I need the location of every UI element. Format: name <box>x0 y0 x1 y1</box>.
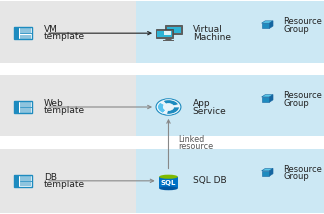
Bar <box>0 63 324 68</box>
Polygon shape <box>261 21 273 23</box>
Polygon shape <box>261 95 273 97</box>
Text: template: template <box>44 106 85 115</box>
Text: resource: resource <box>178 142 213 151</box>
Bar <box>261 23 270 28</box>
Bar <box>20 28 31 33</box>
Bar <box>0 75 136 139</box>
Bar <box>20 182 31 186</box>
Text: Group: Group <box>284 172 309 181</box>
Bar <box>167 27 181 33</box>
Polygon shape <box>261 168 273 171</box>
Bar <box>157 31 172 37</box>
Text: Resource: Resource <box>284 165 322 174</box>
Bar <box>14 175 31 187</box>
Bar <box>14 175 19 187</box>
Wedge shape <box>163 100 179 106</box>
Wedge shape <box>167 107 179 114</box>
Ellipse shape <box>159 186 178 190</box>
Polygon shape <box>270 21 273 28</box>
Text: SQL: SQL <box>161 180 176 186</box>
Bar <box>14 27 31 39</box>
Text: Service: Service <box>193 107 226 116</box>
Bar <box>261 97 270 102</box>
Wedge shape <box>157 102 166 113</box>
Circle shape <box>156 99 181 115</box>
Ellipse shape <box>159 175 178 179</box>
Bar <box>159 177 178 188</box>
Bar <box>0 1 136 65</box>
Text: Resource: Resource <box>284 91 322 100</box>
Text: Group: Group <box>284 99 309 108</box>
Bar <box>20 108 31 113</box>
Bar <box>136 75 324 139</box>
Text: template: template <box>44 180 85 189</box>
Bar <box>20 175 31 181</box>
Polygon shape <box>270 168 273 176</box>
Bar <box>0 137 324 142</box>
Bar <box>14 101 31 113</box>
Text: DB: DB <box>44 173 57 182</box>
Polygon shape <box>270 95 273 102</box>
Text: template: template <box>44 32 85 41</box>
Polygon shape <box>165 38 172 41</box>
Text: Web: Web <box>44 99 64 108</box>
Bar <box>261 171 270 176</box>
Bar <box>0 149 136 213</box>
FancyBboxPatch shape <box>156 29 173 38</box>
Text: Group: Group <box>284 25 309 34</box>
Bar <box>136 1 324 65</box>
Text: SQL DB: SQL DB <box>193 176 226 185</box>
Bar <box>14 101 19 113</box>
Text: Linked: Linked <box>178 135 204 144</box>
Bar <box>20 35 31 39</box>
Bar <box>136 149 324 213</box>
Text: Resource: Resource <box>284 17 322 26</box>
Bar <box>20 102 31 107</box>
Text: App: App <box>193 99 210 108</box>
Bar <box>14 27 19 39</box>
Bar <box>163 40 174 41</box>
Text: Machine: Machine <box>193 33 231 42</box>
Bar <box>164 31 170 35</box>
Text: VM: VM <box>44 25 58 34</box>
FancyBboxPatch shape <box>165 25 182 34</box>
Text: Virtual: Virtual <box>193 25 223 34</box>
